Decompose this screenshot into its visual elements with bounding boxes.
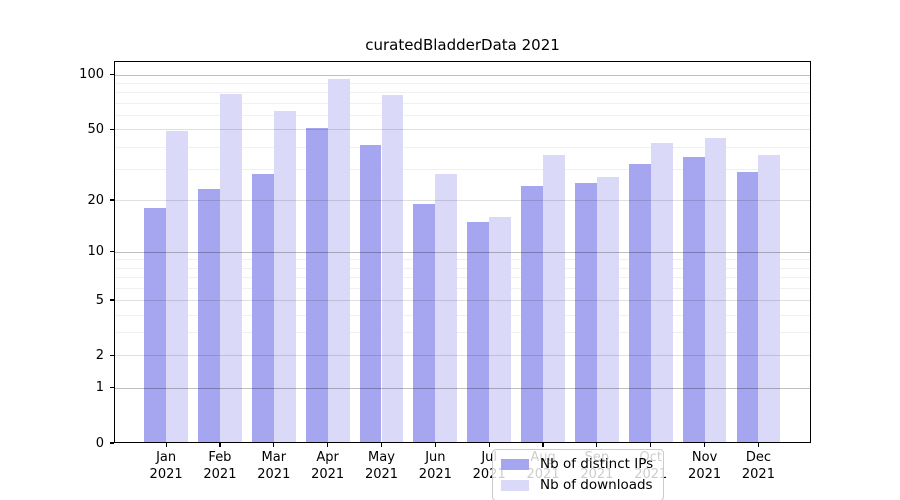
- x-tick-label-may: May 2021: [364, 450, 399, 482]
- chart-title: curatedBladderData 2021: [365, 36, 560, 54]
- legend-swatch-distinct-ips: [501, 458, 529, 470]
- y-tick-mark: [110, 354, 114, 356]
- gridline-major: [114, 387, 811, 389]
- gridline-labeled: [114, 129, 811, 131]
- y-tick-label: 0: [95, 435, 104, 451]
- gridline-minor: [114, 332, 811, 334]
- x-tick-label-jun: Jun 2021: [418, 450, 452, 482]
- legend-item-distinct-ips: Nb of distinct IPs: [501, 456, 653, 472]
- bar-downloads-dec: [758, 154, 781, 443]
- y-tick-label: 100: [79, 67, 104, 83]
- y-tick-label: 20: [87, 192, 104, 208]
- bar-downloads-jan: [166, 130, 188, 443]
- x-tick-label-dec: Dec 2021: [741, 450, 775, 482]
- bar-downloads-oct: [650, 142, 673, 443]
- x-tick-mark: [488, 443, 490, 447]
- bar-downloads-jul: [489, 216, 512, 443]
- x-tick-mark: [165, 443, 167, 447]
- y-tick-label: 50: [87, 121, 104, 137]
- bar-distinct-ips-jul: [467, 221, 490, 443]
- x-tick-label-jan: Jan 2021: [149, 450, 183, 482]
- x-tick-mark: [542, 443, 544, 447]
- y-tick-mark: [110, 299, 114, 301]
- legend-swatch-downloads: [501, 479, 529, 491]
- x-tick-mark: [273, 443, 275, 447]
- bar-distinct-ips-nov: [682, 157, 705, 443]
- bar-distinct-ips-apr: [305, 127, 328, 443]
- bar-distinct-ips-oct: [628, 164, 651, 443]
- x-tick-mark: [596, 443, 598, 447]
- gridline-minor: [114, 169, 811, 170]
- bar-distinct-ips-dec: [736, 171, 759, 443]
- plot-area: Nb of distinct IPs Nb of downloads: [114, 61, 811, 500]
- bar-distinct-ips-aug: [521, 186, 544, 443]
- gridline-minor: [114, 314, 811, 316]
- y-tick-mark: [110, 251, 114, 253]
- y-tick-label: 1: [95, 380, 104, 396]
- x-tick-label-feb: Feb 2021: [203, 450, 237, 482]
- legend: Nb of distinct IPs Nb of downloads: [492, 449, 665, 500]
- bar-downloads-may: [381, 95, 404, 443]
- gridline-minor: [114, 277, 811, 279]
- x-tick-mark: [650, 443, 652, 447]
- x-tick-mark: [704, 443, 706, 447]
- x-tick-mark: [327, 443, 329, 447]
- bar-downloads-apr: [327, 78, 350, 443]
- gridline-labeled: [114, 300, 811, 302]
- gridline-minor: [114, 146, 811, 148]
- x-tick-label-mar: Mar 2021: [257, 450, 291, 482]
- gridline-minor: [114, 267, 811, 269]
- gridline-minor: [114, 287, 811, 289]
- gridline-labeled: [114, 355, 811, 357]
- y-tick-mark: [110, 387, 114, 389]
- y-tick-label: 2: [95, 347, 104, 363]
- bar-downloads-sep: [596, 177, 619, 443]
- bar-downloads-aug: [543, 154, 565, 443]
- gridline-minor: [114, 114, 811, 116]
- y-tick-label: 10: [87, 244, 104, 260]
- bar-distinct-ips-sep: [575, 183, 597, 443]
- y-tick-label: 5: [95, 292, 104, 308]
- x-tick-mark: [757, 443, 760, 447]
- legend-label-distinct-ips: Nb of distinct IPs: [540, 456, 654, 472]
- x-tick-mark: [434, 443, 436, 447]
- gridline-minor: [114, 83, 811, 85]
- y-tick-mark: [110, 74, 114, 76]
- x-tick-mark: [219, 443, 221, 447]
- gridline-labeled: [114, 200, 811, 202]
- x-tick-label-nov: Nov 2021: [688, 450, 722, 482]
- x-tick-label-apr: Apr 2021: [311, 450, 345, 482]
- bar-distinct-ips-mar: [251, 174, 274, 443]
- gridline-minor: [114, 92, 811, 94]
- bar-distinct-ips-may: [359, 144, 382, 443]
- bar-distinct-ips-jun: [413, 203, 436, 443]
- bar-distinct-ips-jan: [144, 208, 167, 443]
- y-tick-mark: [110, 199, 114, 201]
- gridline-minor: [114, 102, 811, 104]
- gridline-minor: [114, 259, 811, 261]
- bar-distinct-ips-feb: [198, 189, 220, 443]
- gridline-major: [114, 74, 811, 76]
- gridline-major: [114, 251, 811, 253]
- bar-downloads-jun: [435, 174, 458, 443]
- x-tick-mark: [380, 443, 383, 447]
- legend-label-downloads: Nb of downloads: [540, 477, 653, 493]
- legend-item-downloads: Nb of downloads: [501, 477, 653, 493]
- y-tick-mark: [110, 128, 114, 130]
- bar-downloads-nov: [704, 137, 727, 443]
- bar-downloads-feb: [219, 94, 242, 443]
- bar-downloads-mar: [273, 111, 296, 443]
- y-tick-mark: [110, 442, 114, 444]
